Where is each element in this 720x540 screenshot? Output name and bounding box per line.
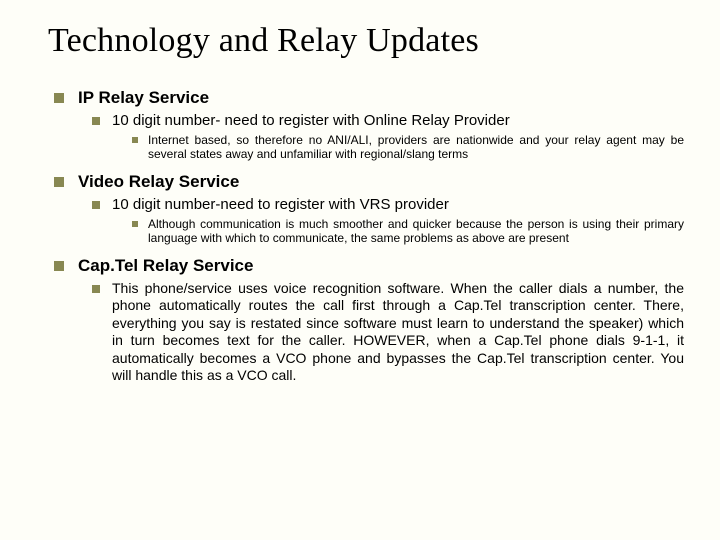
bullet-icon	[54, 261, 64, 271]
section-label: Cap.Tel Relay Service	[78, 256, 253, 276]
section-label: Video Relay Service	[78, 172, 239, 192]
bullet-icon	[92, 285, 100, 293]
bullet-icon	[54, 177, 64, 187]
bullet-icon	[92, 117, 100, 125]
sub-label: 10 digit number- need to register with O…	[112, 112, 510, 129]
bullet-icon	[92, 201, 100, 209]
list-item: Internet based, so therefore no ANI/ALI,…	[132, 133, 684, 162]
list-item: Video Relay Service	[54, 172, 684, 192]
list-item: Cap.Tel Relay Service	[54, 256, 684, 276]
list-item: 10 digit number- need to register with O…	[92, 112, 684, 129]
sub-label: 10 digit number-need to register with VR…	[112, 196, 449, 213]
section-label: IP Relay Service	[78, 88, 209, 108]
list-item: This phone/service uses voice recognitio…	[92, 280, 684, 385]
list-item: Although communication is much smoother …	[132, 217, 684, 246]
bullet-icon	[54, 93, 64, 103]
slide-title: Technology and Relay Updates	[48, 22, 684, 60]
detail-text: Although communication is much smoother …	[148, 217, 684, 246]
detail-text: This phone/service uses voice recognitio…	[112, 280, 684, 385]
list-item: IP Relay Service	[54, 88, 684, 108]
detail-text: Internet based, so therefore no ANI/ALI,…	[148, 133, 684, 162]
list-item: 10 digit number-need to register with VR…	[92, 196, 684, 213]
bullet-icon	[132, 221, 138, 227]
bullet-icon	[132, 137, 138, 143]
